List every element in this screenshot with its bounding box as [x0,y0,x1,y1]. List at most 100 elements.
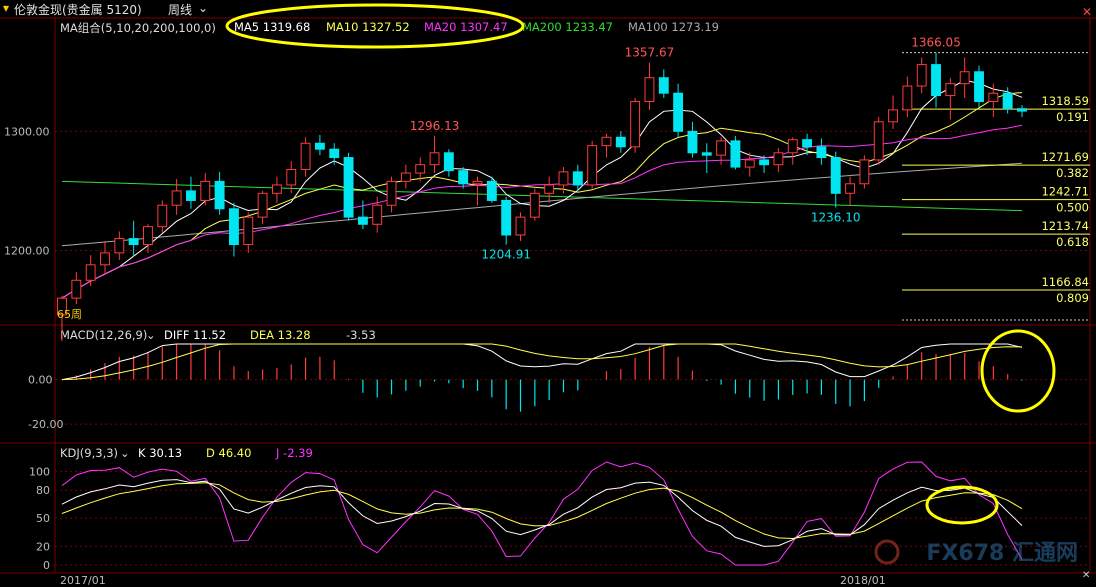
candle [343,152,354,221]
candle [816,138,827,165]
candle-body [372,204,383,225]
kdj-j-line [61,461,1023,566]
kdj-legend-label[interactable]: KDJ(9,3,3) [60,446,119,460]
macd-hist-value: -3.53 [346,328,376,342]
ma-highlight-ellipse [225,3,525,49]
fib-ratio-label: 0.500 [1056,201,1089,215]
candle-body [501,199,512,236]
candle [400,164,411,189]
candle [429,135,440,174]
candle-body [386,180,397,206]
candle-body [515,216,526,236]
candle [228,202,239,257]
kdj-d-line [61,482,1023,540]
candle-body [214,180,225,210]
candle [143,224,153,253]
candle [802,133,813,156]
fib-ratio-label: 0.809 [1056,291,1089,305]
candle-body [787,139,798,154]
period-selector[interactable]: 周线 [168,3,193,17]
candle-body [615,136,626,148]
fib-price-label: 1213.74 [1041,219,1089,233]
candle-body [243,216,254,246]
fib-price-label: 1318.59 [1041,94,1089,108]
candle-body [802,139,813,148]
candle-body [845,183,856,194]
period-count-label: 65周 [57,308,82,321]
candle-body [357,216,368,225]
candle-body [974,71,984,103]
candle [386,176,397,213]
candle [974,65,984,108]
candle-body [959,71,970,85]
candle [730,136,741,170]
candle-body [1002,92,1013,110]
candle-body [286,168,297,186]
candle-body [701,152,712,156]
candle [128,220,139,257]
x-tick-label: 2017/01 [60,574,106,587]
candle [458,167,469,189]
candle [501,196,512,245]
candle-body [644,77,655,103]
ma100-value: MA100 1273.19 [628,20,719,34]
kdj-d: D 46.40 [206,446,252,460]
resize-icon[interactable]: ✕ [1082,570,1090,581]
fx678-watermark: FX678 汇通网 [926,541,1078,566]
candle [286,161,297,194]
candle-body [544,184,555,194]
fx678-logo-icon [874,539,900,565]
candle-body [329,148,340,159]
candle-body [429,152,440,166]
fib-ratio-label: 0.382 [1056,166,1089,180]
candle [830,151,841,208]
fib-price-label: 1242.71 [1041,185,1089,199]
candle-body [314,142,325,150]
candle [329,143,340,165]
close-icon[interactable]: ✕ [1082,5,1092,19]
fib-price-label: 1166.84 [1041,275,1089,289]
candle-body [902,85,913,111]
candle [716,137,727,165]
candle-body [687,130,698,154]
candle-body [658,77,669,94]
candle [931,52,941,108]
candle [357,200,368,230]
x-tick-label: 2018/01 [840,574,886,587]
candle [630,97,641,153]
candle [1017,105,1027,118]
candle-body [128,238,139,246]
macd-dea: DEA 13.28 [250,328,311,342]
candle [945,77,956,120]
candle-body [529,192,540,218]
candle-body [100,252,110,266]
candle-body [630,101,641,148]
period-chevron-icon[interactable]: ⌄ [198,1,209,15]
candle [988,83,999,118]
candle [701,143,712,174]
candle [845,176,856,206]
macd-legend-label[interactable]: MACD(12,26,9) [60,328,148,342]
macd-dea-line [61,343,1023,381]
candle-body [773,152,784,166]
ma-legend-label[interactable]: MA组合(5,10,20,200,100,0) [60,21,216,35]
candle [529,188,540,221]
candle-body [744,159,755,168]
ma20-line [61,124,1023,299]
kdj-tick-label: 50 [36,512,50,525]
ma20-value: MA20 1307.47 [424,20,508,34]
candle-body [186,190,196,201]
candle [744,152,755,177]
candle-body [228,208,239,246]
kdj-k: K 30.13 [138,446,183,460]
candle [673,83,684,138]
instrument-title[interactable]: 伦敦金现(贵金属 5120) [14,3,142,17]
candle [157,200,168,233]
kdj-chevron-icon[interactable]: ⌄ [120,446,130,460]
candle-body [472,180,483,185]
candle [888,95,898,129]
candle-body [888,109,898,123]
macd-chevron-icon[interactable]: ⌄ [146,328,156,342]
dropdown-arrow-icon[interactable]: ▾ [3,1,10,15]
